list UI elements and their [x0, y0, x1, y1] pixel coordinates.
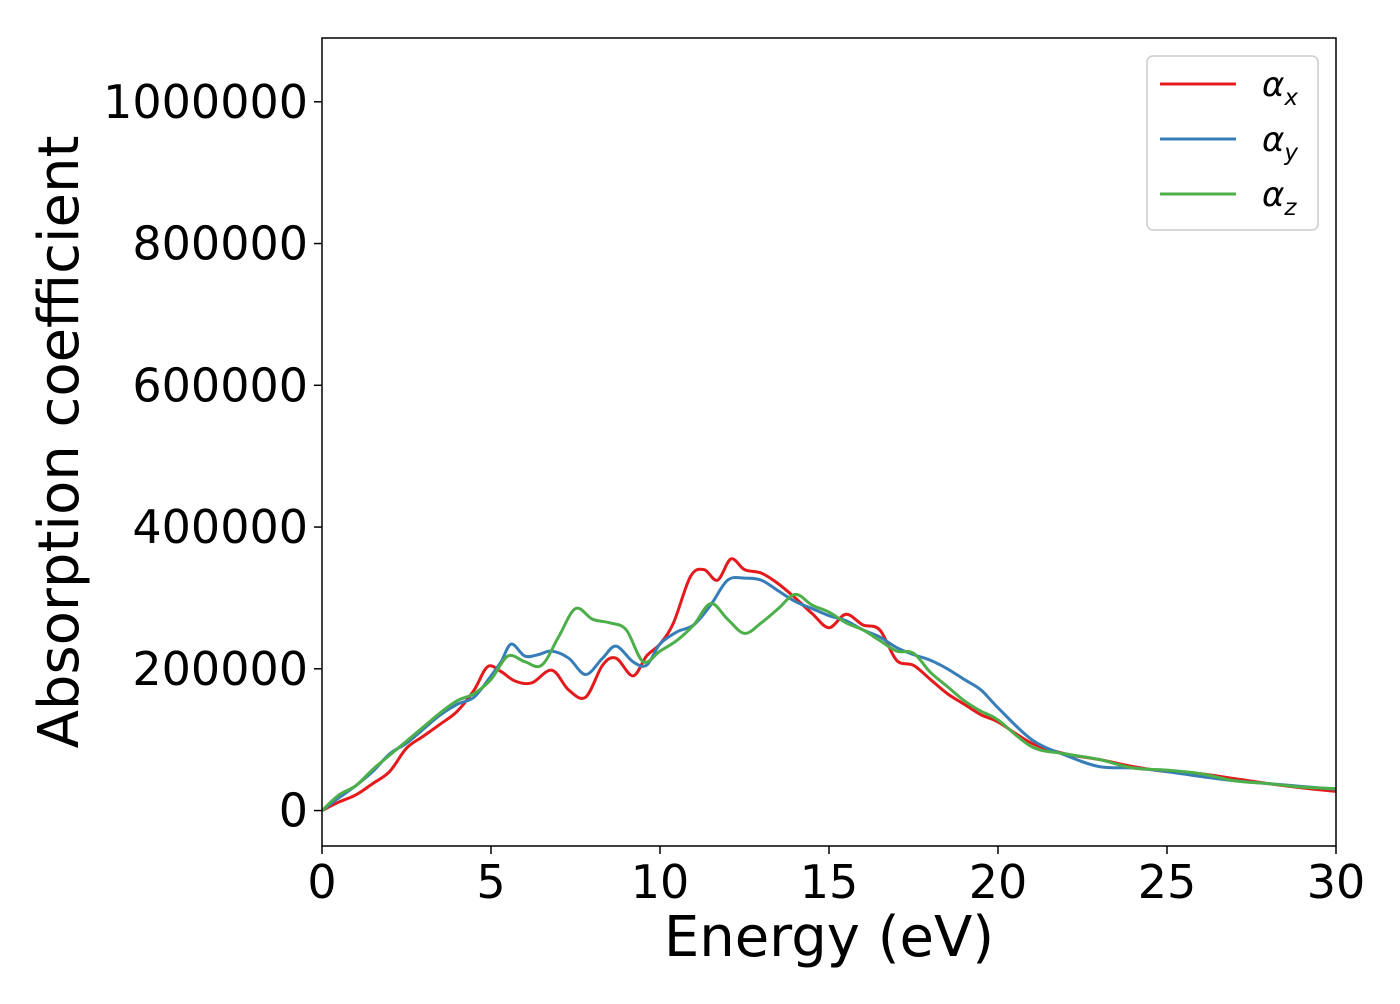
plot-area [322, 557, 1336, 812]
legend-subscript-z: z [1283, 195, 1297, 221]
x-tick-label: 10 [631, 855, 690, 909]
x-axis-label: Energy (eV) [664, 905, 994, 970]
y-tick-label: 600000 [132, 358, 308, 412]
series-line-alpha-z [322, 592, 1336, 812]
x-tick-label: 15 [800, 855, 859, 909]
legend-subscript-y: y [1283, 140, 1298, 166]
y-tick-label: 400000 [132, 500, 308, 554]
x-tick-label: 30 [1307, 855, 1366, 909]
y-tick-label: 1000000 [103, 75, 308, 129]
y-tick-label: 800000 [132, 217, 308, 271]
y-tick-label: 0 [279, 784, 308, 838]
y-tick-label: 200000 [132, 642, 308, 696]
series-line-alpha-y [322, 575, 1336, 812]
y-axis-label: Absorption coefficient [27, 136, 92, 749]
legend-label-alpha-x: αx [1262, 65, 1298, 111]
legend-box [1146, 55, 1319, 231]
x-tick-label: 5 [476, 855, 505, 909]
x-tick-label: 25 [1138, 855, 1197, 909]
axes: 0 5 10 15 20 25 30 0 200000 400000 600000 800000 100… [103, 37, 1366, 909]
x-tick-label: 20 [969, 855, 1028, 909]
legend-subscript-x: x [1283, 85, 1298, 111]
x-tick-label: 0 [307, 855, 336, 909]
